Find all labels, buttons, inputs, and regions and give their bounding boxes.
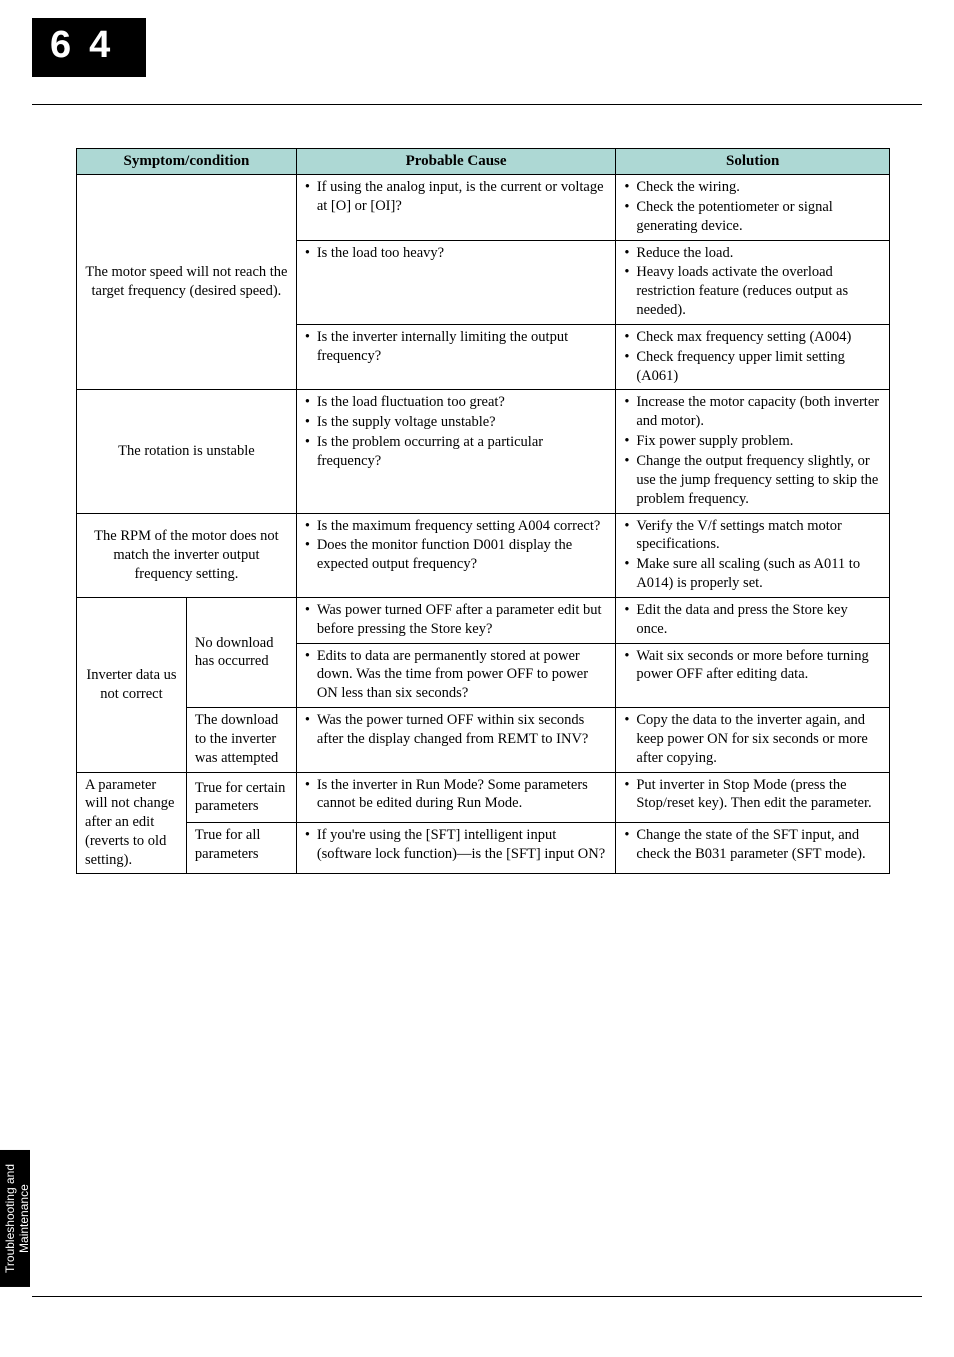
side-tab-line2: Maintenance — [17, 1184, 31, 1253]
solution-cell: Wait six seconds or more before turning … — [616, 643, 890, 708]
solution-cell: Check the wiring.Check the potentiometer… — [616, 175, 890, 241]
sub-symptom-cell: No download has occurred — [186, 597, 296, 707]
table-row: Inverter data us not correct No download… — [77, 597, 890, 643]
symptom-cell: The motor speed will not reach the targe… — [77, 175, 297, 390]
sub-symptom-cell: True for certain parameters — [186, 772, 296, 823]
header-rule — [32, 104, 922, 105]
cause-cell: Edits to data are permanently stored at … — [296, 643, 616, 708]
sub-symptom-cell: True for all parameters — [186, 823, 296, 874]
header-solution: Solution — [616, 149, 890, 175]
page-header: 64 — [32, 18, 146, 77]
troubleshooting-table: Symptom/condition Probable Cause Solutio… — [76, 148, 890, 874]
cause-cell: Is the inverter internally limiting the … — [296, 324, 616, 390]
header-cause: Probable Cause — [296, 149, 616, 175]
side-tab: Troubleshooting and Maintenance — [0, 1150, 30, 1287]
solution-cell: Reduce the load.Heavy loads activate the… — [616, 240, 890, 324]
sub-symptom-cell: The download to the inverter was attempt… — [186, 708, 296, 773]
header-symptom: Symptom/condition — [77, 149, 297, 175]
cause-cell: Is the load fluctuation too great?Is the… — [296, 390, 616, 513]
table-row: True for all parameters If you're using … — [77, 823, 890, 874]
footer-rule — [32, 1296, 922, 1297]
symptom-cell: The RPM of the motor does not match the … — [77, 513, 297, 597]
solution-cell: Change the state of the SFT input, and c… — [616, 823, 890, 874]
cause-cell: If using the analog input, is the curren… — [296, 175, 616, 241]
solution-cell: Put inverter in Stop Mode (press the Sto… — [616, 772, 890, 823]
solution-cell: Verify the V/f settings match motor spec… — [616, 513, 890, 597]
table-row: The motor speed will not reach the targe… — [77, 175, 890, 241]
table-header-row: Symptom/condition Probable Cause Solutio… — [77, 149, 890, 175]
side-tab-line1: Troubleshooting and — [3, 1164, 17, 1273]
cause-cell: Is the load too heavy? — [296, 240, 616, 324]
chapter-page-badge: 64 — [32, 18, 146, 77]
cause-cell: Is the inverter in Run Mode? Some parame… — [296, 772, 616, 823]
chapter-number: 6 — [50, 24, 89, 66]
solution-cell: Increase the motor capacity (both invert… — [616, 390, 890, 513]
solution-cell: Check max frequency setting (A004)Check … — [616, 324, 890, 390]
cause-cell: Is the maximum frequency setting A004 co… — [296, 513, 616, 597]
symptom-cell: The rotation is unstable — [77, 390, 297, 513]
symptom-group-cell: A parameter will not change after an edi… — [77, 772, 187, 873]
solution-cell: Edit the data and press the Store key on… — [616, 597, 890, 643]
table-row: The download to the inverter was attempt… — [77, 708, 890, 773]
table-row: A parameter will not change after an edi… — [77, 772, 890, 823]
table-row: The rotation is unstable Is the load flu… — [77, 390, 890, 513]
cause-cell: Was the power turned OFF within six seco… — [296, 708, 616, 773]
page-number: 4 — [89, 24, 128, 66]
cause-cell: If you're using the [SFT] intelligent in… — [296, 823, 616, 874]
solution-cell: Copy the data to the inverter again, and… — [616, 708, 890, 773]
cause-cell: Was power turned OFF after a parameter e… — [296, 597, 616, 643]
symptom-group-cell: Inverter data us not correct — [77, 597, 187, 772]
table-row: The RPM of the motor does not match the … — [77, 513, 890, 597]
